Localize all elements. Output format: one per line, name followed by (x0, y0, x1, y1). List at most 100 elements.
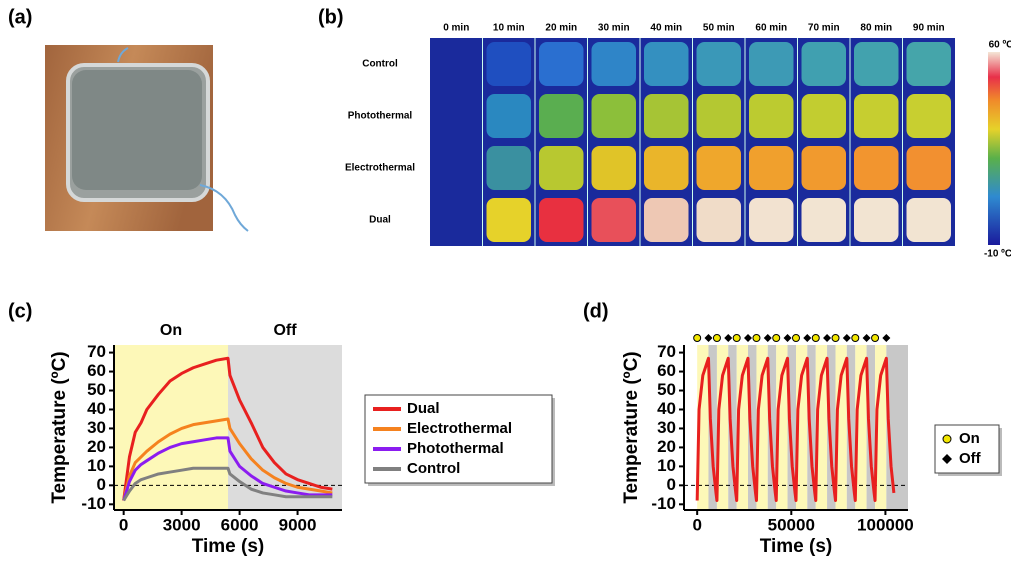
thermal-pad (539, 198, 584, 242)
legend-label: Electrothermal (407, 420, 512, 437)
thermal-pad (592, 146, 637, 190)
thermal-pad (802, 42, 847, 86)
thermal-pad (749, 198, 794, 242)
thermal-pad (749, 94, 794, 138)
x-tick-label: 0 (119, 515, 128, 534)
on-marker (773, 335, 780, 342)
y-tick-label: 60 (87, 361, 106, 380)
y-tick-label: 40 (87, 399, 106, 418)
legend-label: Off (959, 450, 982, 467)
y-axis-title: Temperature (ºC) (49, 351, 70, 503)
thermal-pad (434, 42, 479, 86)
thermal-pad (539, 42, 584, 86)
phase-label: On (160, 322, 182, 339)
column-label: 90 min (913, 23, 945, 34)
y-tick-label: -10 (651, 494, 676, 513)
off-marker (764, 334, 772, 342)
thermal-pad (434, 146, 479, 190)
column-label: 40 min (650, 23, 682, 34)
thermal-pad (802, 94, 847, 138)
thermal-pad (802, 198, 847, 242)
thermal-pad (697, 94, 742, 138)
thermal-pad (854, 146, 899, 190)
thermal-pad (539, 94, 584, 138)
x-tick-label: 9000 (279, 515, 317, 534)
off-marker (704, 334, 712, 342)
row-label: Photothermal (348, 111, 413, 122)
y-tick-label: 0 (97, 475, 106, 494)
column-label: 70 min (808, 23, 840, 34)
thermal-pad (434, 94, 479, 138)
column-label: 10 min (493, 23, 525, 34)
y-tick-label: 10 (657, 456, 676, 475)
on-marker (753, 335, 760, 342)
thermal-pad (644, 146, 689, 190)
y-tick-label: 40 (657, 399, 676, 418)
y-axis-title: Temperature (ºC) (621, 351, 642, 503)
legend-label: Control (407, 460, 460, 477)
thermal-pad (907, 42, 952, 86)
on-marker (852, 335, 859, 342)
y-tick-label: 70 (657, 342, 676, 361)
scale-label: -10 ºC (984, 249, 1011, 260)
panel-label: (a) (8, 6, 32, 28)
thermal-pad (907, 94, 952, 138)
column-label: 0 min (443, 23, 469, 34)
y-tick-label: 30 (657, 418, 676, 437)
x-tick-label: 6000 (221, 515, 259, 534)
column-label: 20 min (545, 23, 577, 34)
thermal-pad (697, 198, 742, 242)
thermal-pad (487, 42, 532, 86)
off-marker (784, 334, 792, 342)
x-tick-label: 3000 (163, 515, 201, 534)
thermal-pad (802, 146, 847, 190)
row-label: Control (362, 59, 398, 70)
y-tick-label: 30 (87, 418, 106, 437)
column-label: 30 min (598, 23, 630, 34)
thermal-pad (854, 94, 899, 138)
off-marker (744, 334, 752, 342)
y-tick-label: 20 (657, 437, 676, 456)
column-label: 50 min (703, 23, 735, 34)
y-tick-label: 50 (657, 380, 676, 399)
on-marker (733, 335, 740, 342)
legend-label: On (959, 430, 980, 447)
off-marker (823, 334, 831, 342)
on-marker (793, 335, 800, 342)
on-marker (872, 335, 879, 342)
thermal-pad (592, 198, 637, 242)
y-tick-label: 10 (87, 456, 106, 475)
phase-label: Off (273, 322, 297, 339)
thermal-pad (539, 146, 584, 190)
legend-label: Photothermal (407, 440, 504, 457)
thermal-pad (434, 198, 479, 242)
on-marker (694, 335, 701, 342)
off-marker (863, 334, 871, 342)
y-tick-label: 50 (87, 380, 106, 399)
thermal-pad (854, 42, 899, 86)
off-marker (882, 334, 890, 342)
scale-label: 60 ºC (989, 40, 1011, 51)
row-label: Dual (369, 215, 391, 226)
x-tick-label: 50000 (768, 515, 815, 534)
off-marker (843, 334, 851, 342)
thermal-pad (854, 198, 899, 242)
thermal-pad (592, 42, 637, 86)
thermal-pad (592, 94, 637, 138)
thermal-pad (487, 94, 532, 138)
y-tick-label: 20 (87, 437, 106, 456)
on-marker (812, 335, 819, 342)
x-tick-label: 0 (692, 515, 701, 534)
thermal-pad (487, 198, 532, 242)
panel-label: (d) (583, 300, 609, 322)
y-tick-label: -10 (81, 494, 106, 513)
thermal-pad (697, 42, 742, 86)
off-marker (724, 334, 732, 342)
x-axis-title: Time (s) (192, 536, 265, 557)
thermal-pad (644, 198, 689, 242)
thermal-pad (907, 146, 952, 190)
x-axis-title: Time (s) (760, 536, 833, 557)
legend-swatch (943, 435, 951, 443)
thermal-pad (697, 146, 742, 190)
